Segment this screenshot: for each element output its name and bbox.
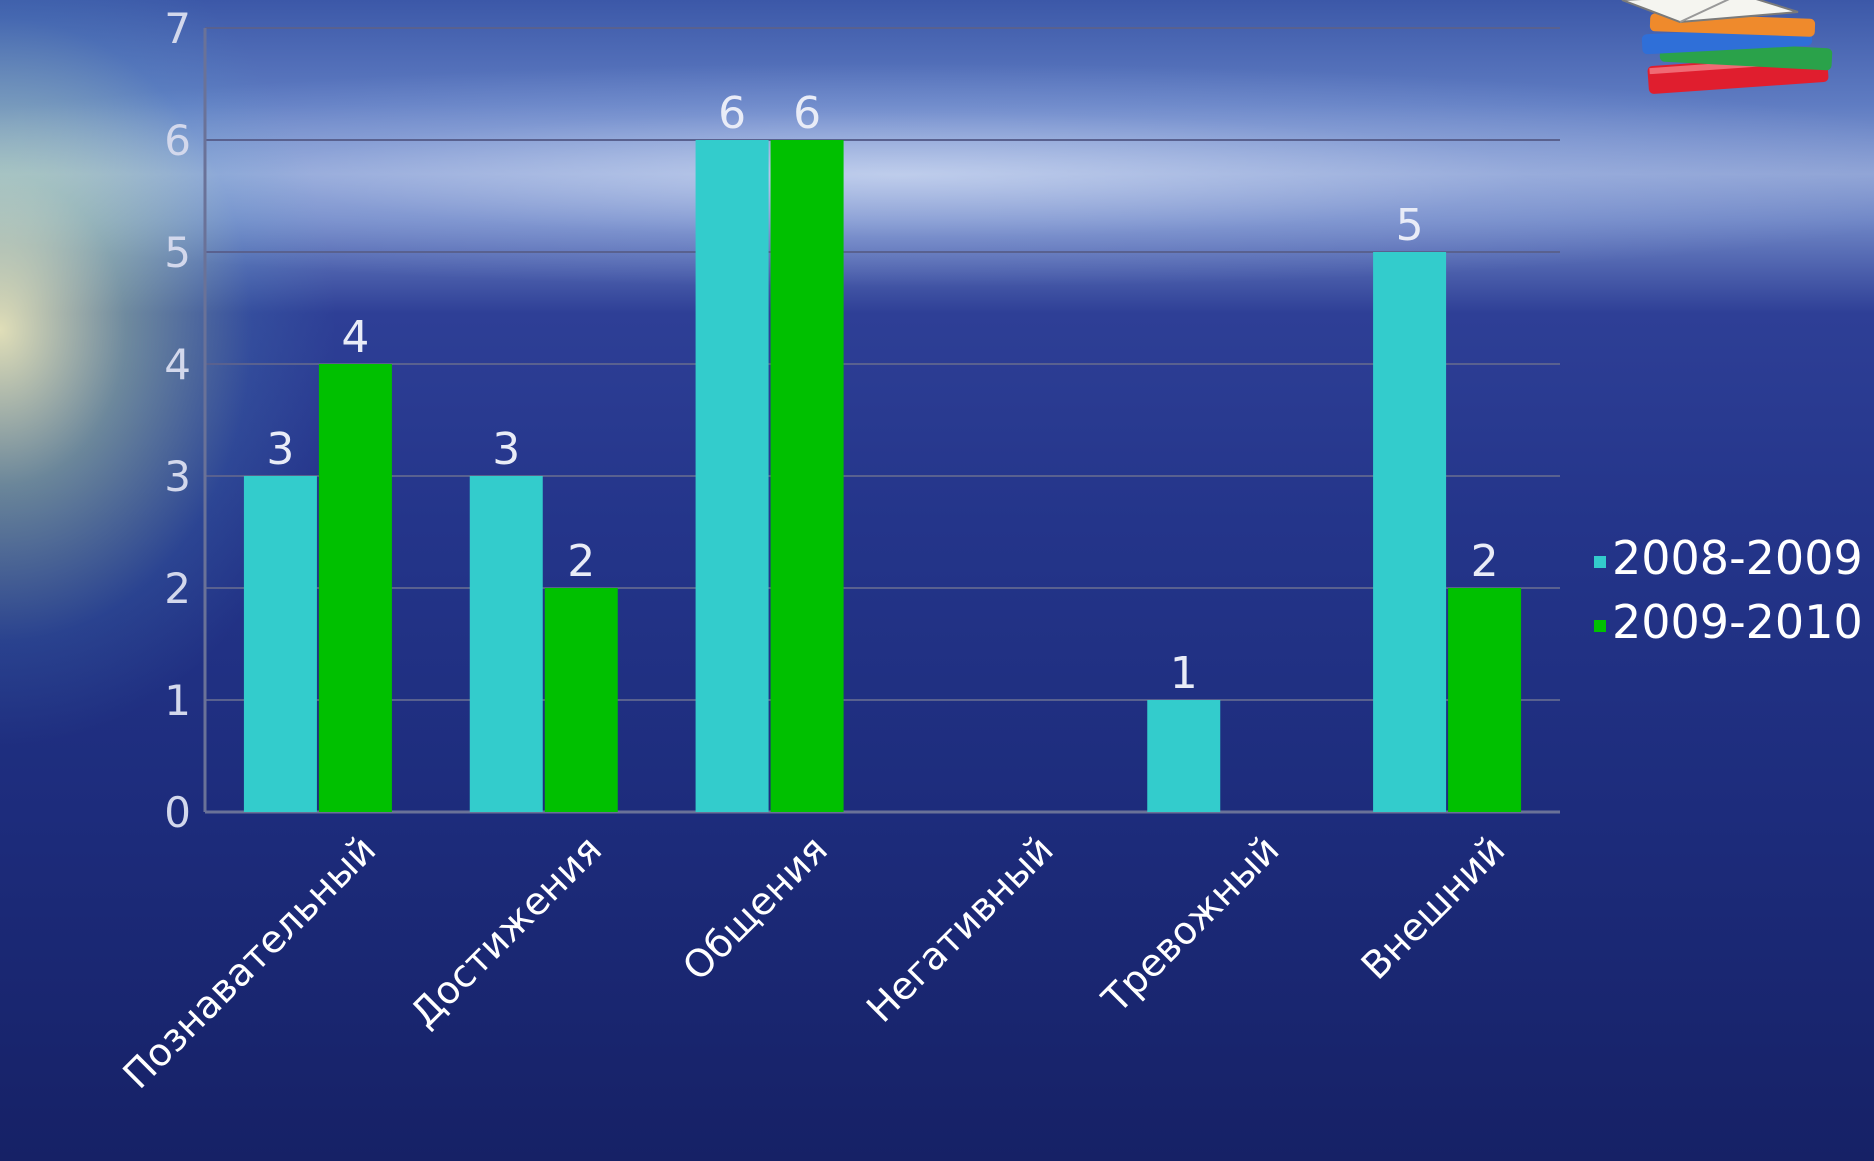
- bar-1-0: [469, 476, 543, 812]
- data-label: 3: [492, 424, 520, 475]
- category-label: Тревожный: [1093, 827, 1288, 1022]
- category-label: Внешний: [1353, 827, 1514, 988]
- y-tick-label: 1: [164, 676, 191, 725]
- data-label: 4: [341, 312, 369, 363]
- data-label: 5: [1396, 200, 1424, 251]
- category-label: Познавательный: [114, 827, 384, 1097]
- books-icon: [1621, 0, 1833, 94]
- legend-label: 2009-2010: [1612, 595, 1863, 649]
- category-label: Достижения: [402, 827, 610, 1035]
- y-tick-label: 7: [164, 4, 191, 53]
- data-label: 6: [793, 88, 821, 139]
- bar-0-0: [243, 476, 317, 812]
- grid-lines: [203, 27, 1560, 814]
- bar-2-1: [770, 140, 844, 812]
- data-labels: 3 4 3 2 6 6 1 5 2: [266, 88, 1498, 699]
- legend-swatch: [1594, 556, 1606, 568]
- y-tick-label: 6: [164, 116, 191, 165]
- bar-2-0: [695, 140, 769, 812]
- data-label: 6: [718, 88, 746, 139]
- data-label: 1: [1170, 648, 1198, 699]
- y-tick-label: 4: [164, 340, 191, 389]
- category-label: Общения: [674, 827, 836, 989]
- data-label: 2: [1471, 536, 1499, 587]
- bar-5-1: [1448, 588, 1522, 812]
- y-tick-label: 0: [164, 788, 191, 837]
- y-tick-label: 2: [164, 564, 191, 613]
- category-labels: Познавательный Достижения Общения Негативны…: [114, 827, 1513, 1097]
- bar-0-1: [318, 364, 392, 812]
- data-label: 2: [567, 536, 595, 587]
- data-label: 3: [266, 424, 294, 475]
- y-tick-label: 5: [164, 228, 191, 277]
- bar-1-1: [544, 588, 618, 812]
- legend-swatch: [1594, 620, 1606, 632]
- legend: 2008-2009 2009-2010: [1594, 531, 1863, 649]
- bar-5-0: [1373, 252, 1447, 812]
- legend-label: 2008-2009: [1612, 531, 1863, 585]
- y-tick-label: 3: [164, 452, 191, 501]
- y-axis-ticks: 0 1 2 3 4 5 6 7: [164, 4, 191, 837]
- bars: [243, 140, 1522, 812]
- bar-4-0: [1147, 700, 1221, 812]
- category-label: Негативный: [858, 827, 1062, 1031]
